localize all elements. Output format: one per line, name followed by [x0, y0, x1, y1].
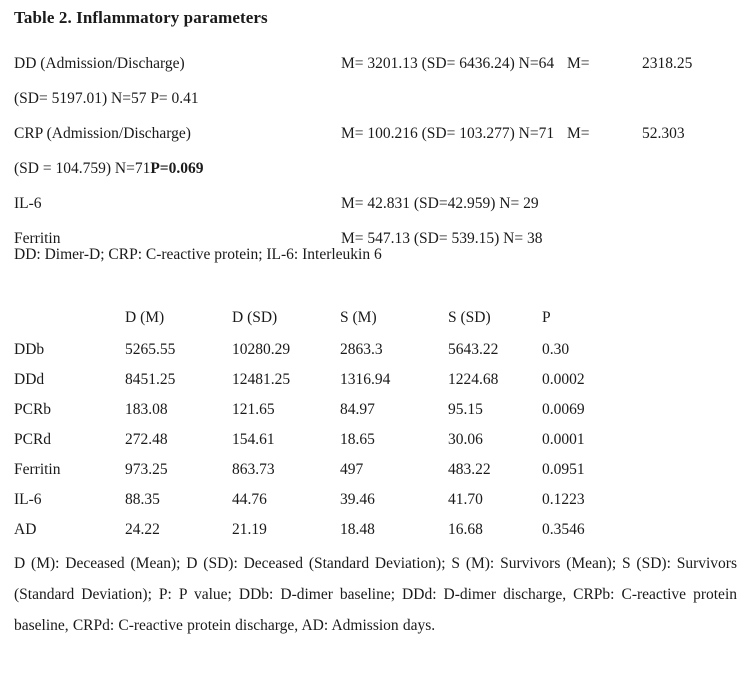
- column-header-s-sd: S (SD): [448, 308, 491, 326]
- table-row: Ferritin 973.25 863.73 497 483.22 0.0951: [0, 455, 751, 485]
- column-header-s-mean: S (M): [340, 308, 377, 326]
- row-label: PCRb: [14, 401, 52, 418]
- table-footnote: D (M): Deceased (Mean); D (SD): Deceased…: [14, 555, 737, 634]
- cell-p-value: 0.1223: [542, 491, 585, 508]
- inflammatory-parameters-table: D (M) D (SD) S (M) S (SD) P DDb 5265.55 …: [0, 300, 751, 545]
- cell-d-sd: 154.61: [232, 431, 275, 448]
- cell-s-sd: 1224.68: [448, 371, 499, 388]
- row-label: DDb: [14, 341, 45, 358]
- summary-block: DD (Admission/Discharge) M= 3201.13 (SD=…: [14, 46, 739, 256]
- summary-continuation-text: (SD = 104.759) N=71: [14, 160, 151, 177]
- cell-s-sd: 16.68: [448, 521, 483, 538]
- cell-s-mean: 497: [340, 461, 364, 478]
- table-row: PCRd 272.48 154.61 18.65 30.06 0.0001: [0, 425, 751, 455]
- cell-p-value: 0.0002: [542, 371, 585, 388]
- cell-s-mean: 18.48: [340, 521, 375, 538]
- summary-row-dd-continuation: (SD= 5197.01) N=57 P= 0.41: [14, 81, 739, 116]
- summary-row-continuation: (SD = 104.759) N=71P=0.069: [14, 151, 204, 186]
- summary-row-m2-label: M=: [567, 55, 590, 72]
- cell-d-mean: 88.35: [125, 491, 160, 508]
- summary-continuation-pvalue: P=0.069: [150, 160, 204, 177]
- table-title: Table 2. Inflammatory parameters: [14, 8, 268, 27]
- cell-s-mean: 18.65: [340, 431, 375, 448]
- cell-d-sd: 12481.25: [232, 371, 291, 388]
- summary-row-label: Ferritin: [14, 230, 61, 247]
- summary-row-m2-label: M=: [567, 125, 590, 142]
- row-label: IL-6: [14, 491, 42, 508]
- summary-row-crp-continuation: (SD = 104.759) N=71P=0.069: [14, 151, 739, 186]
- summary-row-value-2: 2318.25: [642, 55, 693, 72]
- cell-s-sd: 483.22: [448, 461, 491, 478]
- cell-d-mean: 5265.55: [125, 341, 176, 358]
- cell-s-mean: 2863.3: [340, 341, 383, 358]
- summary-row-value-1: M= 547.13 (SD= 539.15) N= 38: [341, 230, 543, 247]
- cell-d-mean: 272.48: [125, 431, 168, 448]
- cell-p-value: 0.3546: [542, 521, 585, 538]
- cell-p-value: 0.0001: [542, 431, 585, 448]
- summary-row-label: DD (Admission/Discharge): [14, 55, 185, 72]
- summary-row-value-1: M= 42.831 (SD=42.959) N= 29: [341, 195, 539, 212]
- table-row: IL-6 88.35 44.76 39.46 41.70 0.1223: [0, 485, 751, 515]
- cell-d-sd: 121.65: [232, 401, 275, 418]
- cell-s-sd: 95.15: [448, 401, 483, 418]
- cell-p-value: 0.30: [542, 341, 570, 358]
- table-body: DDb 5265.55 10280.29 2863.3 5643.22 0.30…: [0, 335, 751, 545]
- table-row: PCRb 183.08 121.65 84.97 95.15 0.0069: [0, 395, 751, 425]
- summary-footnote: DD: Dimer-D; CRP: C-reactive protein; IL…: [14, 246, 382, 263]
- column-header-d-sd: D (SD): [232, 308, 278, 326]
- cell-d-mean: 183.08: [125, 401, 168, 418]
- row-label: Ferritin: [14, 461, 61, 478]
- summary-row-continuation: (SD= 5197.01) N=57 P= 0.41: [14, 90, 199, 107]
- cell-s-mean: 84.97: [340, 401, 375, 418]
- cell-p-value: 0.0069: [542, 401, 585, 418]
- cell-d-sd: 863.73: [232, 461, 275, 478]
- column-header-p: P: [542, 308, 551, 326]
- row-label: PCRd: [14, 431, 52, 448]
- table-row: AD 24.22 21.19 18.48 16.68 0.3546: [0, 515, 751, 545]
- summary-row-value-2: 52.303: [642, 125, 685, 142]
- cell-d-sd: 44.76: [232, 491, 267, 508]
- summary-row-dd: DD (Admission/Discharge) M= 3201.13 (SD=…: [14, 46, 739, 81]
- summary-row-value-1: M= 100.216 (SD= 103.277) N=71: [341, 125, 555, 142]
- summary-row-il6: IL-6 M= 42.831 (SD=42.959) N= 29: [14, 186, 739, 221]
- column-header-label: [0, 300, 125, 335]
- summary-row-value-1: M= 3201.13 (SD= 6436.24) N=64: [341, 55, 555, 72]
- cell-d-mean: 8451.25: [125, 371, 176, 388]
- cell-d-sd: 21.19: [232, 521, 267, 538]
- cell-s-mean: 39.46: [340, 491, 375, 508]
- column-header-d-mean: D (M): [125, 308, 165, 326]
- cell-d-mean: 24.22: [125, 521, 160, 538]
- summary-row-ferritin: Ferritin M= 547.13 (SD= 539.15) N= 38: [14, 221, 739, 256]
- table-row: DDb 5265.55 10280.29 2863.3 5643.22 0.30: [0, 335, 751, 365]
- table-row: DDd 8451.25 12481.25 1316.94 1224.68 0.0…: [0, 365, 751, 395]
- cell-d-mean: 973.25: [125, 461, 168, 478]
- summary-row-crp: CRP (Admission/Discharge) M= 100.216 (SD…: [14, 116, 739, 151]
- cell-s-sd: 5643.22: [448, 341, 499, 358]
- row-label: AD: [14, 521, 37, 538]
- cell-p-value: 0.0951: [542, 461, 585, 478]
- row-label: DDd: [14, 371, 45, 388]
- cell-s-mean: 1316.94: [340, 371, 391, 388]
- table-header-row: D (M) D (SD) S (M) S (SD) P: [0, 300, 751, 335]
- cell-s-sd: 41.70: [448, 491, 483, 508]
- summary-row-label: CRP (Admission/Discharge): [14, 125, 191, 142]
- summary-row-label: IL-6: [14, 195, 42, 212]
- cell-d-sd: 10280.29: [232, 341, 291, 358]
- cell-s-sd: 30.06: [448, 431, 483, 448]
